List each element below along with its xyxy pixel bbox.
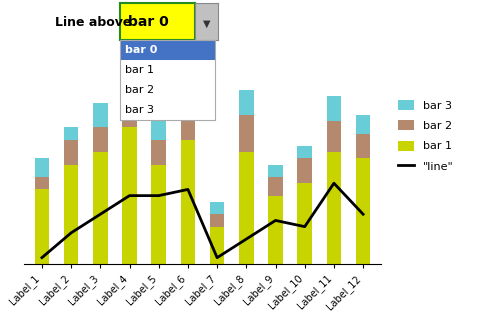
Text: bar 0: bar 0: [127, 14, 168, 28]
Text: bar 2: bar 2: [125, 85, 154, 95]
Bar: [35, 189, 49, 264]
Bar: [268, 177, 283, 196]
Bar: [297, 183, 312, 264]
Bar: [210, 202, 224, 214]
Bar: [297, 158, 312, 183]
Bar: [64, 140, 79, 165]
Bar: [239, 152, 254, 264]
Text: bar 0: bar 0: [125, 45, 157, 55]
Text: bar 1: bar 1: [125, 65, 154, 75]
Bar: [151, 121, 166, 140]
Bar: [268, 196, 283, 264]
Text: bar 3: bar 3: [125, 105, 154, 115]
Bar: [35, 177, 49, 189]
Bar: [93, 152, 108, 264]
Bar: [356, 158, 370, 264]
Bar: [239, 115, 254, 152]
Text: Line above: Line above: [55, 15, 131, 28]
Bar: [93, 103, 108, 127]
Bar: [210, 227, 224, 264]
Legend: bar 3, bar 2, bar 1, "line": bar 3, bar 2, bar 1, "line": [393, 96, 459, 176]
Bar: [268, 165, 283, 177]
Bar: [151, 140, 166, 165]
Text: ▼: ▼: [203, 18, 210, 28]
Bar: [122, 127, 137, 264]
Bar: [356, 115, 370, 134]
Bar: [120, 40, 215, 60]
Bar: [122, 78, 137, 90]
Bar: [93, 127, 108, 152]
Bar: [181, 140, 195, 264]
Bar: [239, 90, 254, 115]
Bar: [181, 109, 195, 140]
Bar: [122, 90, 137, 127]
Bar: [35, 158, 49, 177]
Bar: [151, 165, 166, 264]
Bar: [210, 214, 224, 227]
Bar: [326, 121, 341, 152]
Bar: [326, 97, 341, 121]
Bar: [297, 146, 312, 158]
Bar: [64, 165, 79, 264]
Bar: [181, 97, 195, 109]
Bar: [356, 134, 370, 158]
Bar: [326, 152, 341, 264]
Bar: [64, 127, 79, 140]
